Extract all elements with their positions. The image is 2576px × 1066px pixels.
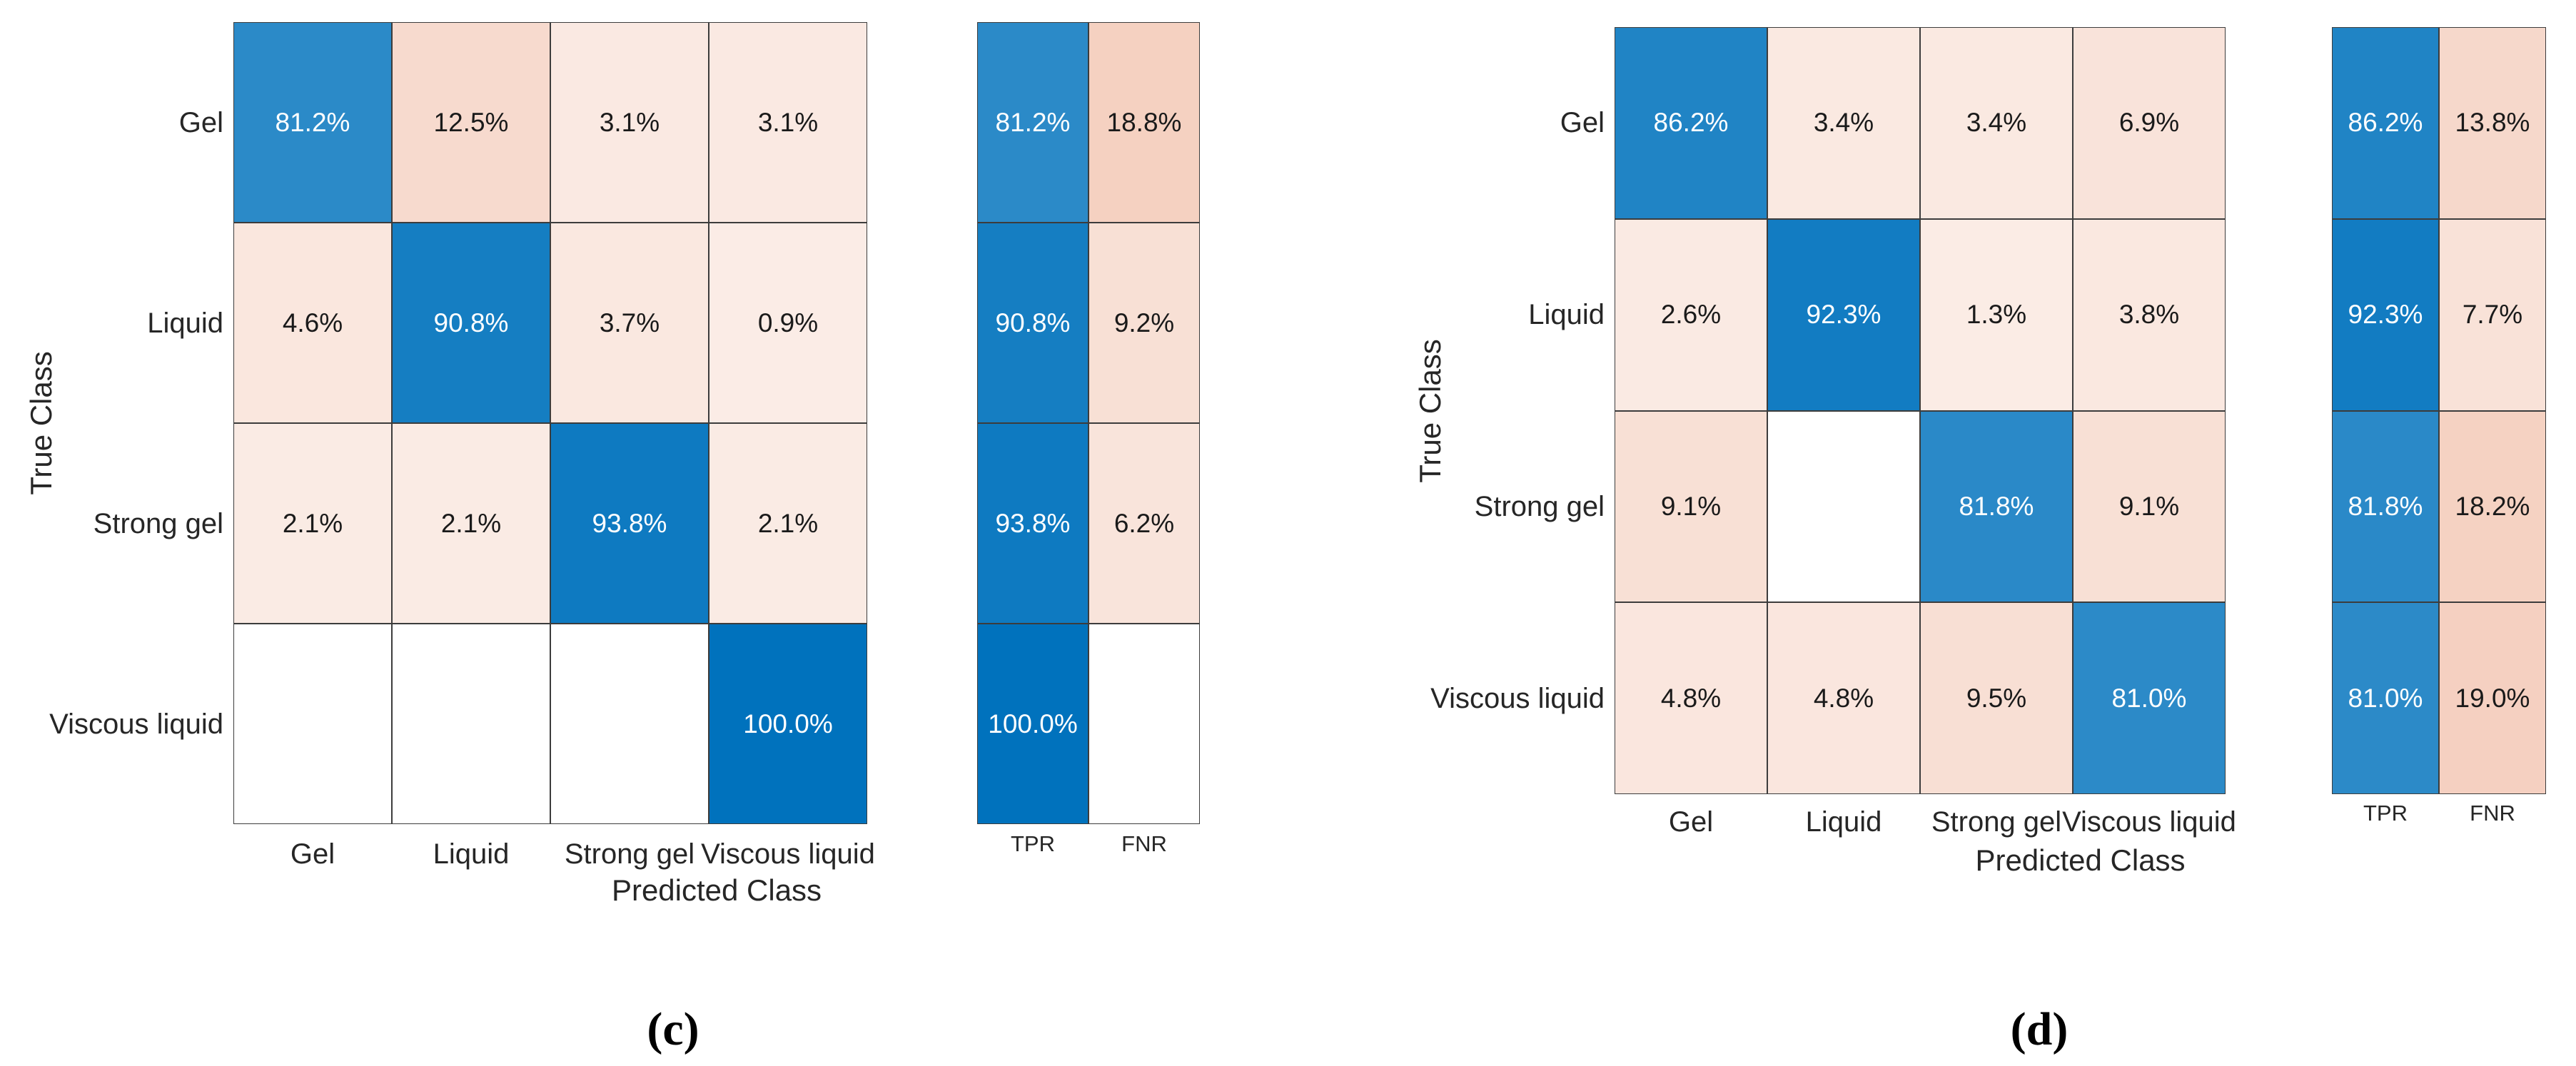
cell-c-liquid-liquid: 90.8% bbox=[392, 223, 550, 423]
cell-d-gel-fnr: 13.8% bbox=[2439, 27, 2546, 219]
row-label-d-gel: Gel bbox=[1560, 107, 1605, 139]
cell-d-liquid-fnr: 7.7% bbox=[2439, 218, 2546, 411]
cell-d-gel-liquid: 3.4% bbox=[1767, 27, 1920, 219]
cell-d-viscous-liquid-tpr: 81.0% bbox=[2332, 602, 2439, 794]
col-label-c-liquid: Liquid bbox=[433, 838, 510, 870]
cell-c-viscous-liquid-fnr bbox=[1089, 624, 1200, 824]
col-label-d-viscous-liquid: Viscous liquid bbox=[2062, 806, 2236, 838]
col-label-d-strong-gel: Strong gel bbox=[1931, 806, 2062, 838]
cell-d-strong-gel-tpr: 81.8% bbox=[2332, 410, 2439, 603]
cell-d-gel-strong-gel: 3.4% bbox=[1920, 27, 2073, 219]
cell-c-liquid-gel: 4.6% bbox=[233, 223, 392, 423]
col-label-d-gel: Gel bbox=[1668, 806, 1714, 838]
xlabel-d: Predicted Class bbox=[1975, 843, 2186, 877]
cell-c-gel-liquid: 12.5% bbox=[392, 22, 550, 223]
cell-c-strong-gel-fnr: 6.2% bbox=[1089, 423, 1200, 624]
cell-c-strong-gel-tpr: 93.8% bbox=[977, 423, 1089, 624]
cell-c-viscous-liquid-strong-gel bbox=[550, 624, 709, 824]
row-label-c-strong-gel: Strong gel bbox=[93, 507, 223, 539]
cell-d-viscous-liquid-gel: 4.8% bbox=[1615, 602, 1767, 794]
caption-c: (c) bbox=[647, 1003, 699, 1055]
xlabel-c: Predicted Class bbox=[611, 873, 822, 907]
cell-c-gel-strong-gel: 3.1% bbox=[550, 22, 709, 223]
cell-c-strong-gel-liquid: 2.1% bbox=[392, 423, 550, 624]
caption-d: (d) bbox=[2010, 1003, 2069, 1055]
cell-c-gel-tpr: 81.2% bbox=[977, 22, 1089, 223]
cell-d-viscous-liquid-liquid: 4.8% bbox=[1767, 602, 1920, 794]
sum-label-c-fnr: FNR bbox=[1121, 831, 1167, 856]
sum-label-d-fnr: FNR bbox=[2470, 801, 2515, 826]
cell-d-gel-viscous-liquid: 6.9% bbox=[2073, 27, 2226, 219]
row-label-c-gel: Gel bbox=[178, 106, 223, 138]
cell-d-strong-gel-fnr: 18.2% bbox=[2439, 410, 2546, 603]
cell-d-liquid-strong-gel: 1.3% bbox=[1920, 218, 2073, 411]
col-label-c-strong-gel: Strong gel bbox=[564, 838, 695, 870]
cell-c-gel-viscous-liquid: 3.1% bbox=[709, 22, 867, 223]
cell-c-strong-gel-strong-gel: 93.8% bbox=[550, 423, 709, 624]
cell-d-strong-gel-viscous-liquid: 9.1% bbox=[2073, 410, 2226, 603]
cell-d-liquid-tpr: 92.3% bbox=[2332, 218, 2439, 411]
row-label-d-strong-gel: Strong gel bbox=[1474, 490, 1605, 522]
cell-c-strong-gel-viscous-liquid: 2.1% bbox=[709, 423, 867, 624]
cell-d-gel-tpr: 86.2% bbox=[2332, 27, 2439, 219]
cell-c-liquid-tpr: 90.8% bbox=[977, 223, 1089, 423]
cell-c-gel-fnr: 18.8% bbox=[1089, 22, 1200, 223]
cell-c-gel-gel: 81.2% bbox=[233, 22, 392, 223]
row-label-c-viscous-liquid: Viscous liquid bbox=[49, 708, 223, 740]
cell-d-viscous-liquid-viscous-liquid: 81.0% bbox=[2073, 602, 2226, 794]
cell-d-liquid-liquid: 92.3% bbox=[1767, 218, 1920, 411]
cell-c-liquid-viscous-liquid: 0.9% bbox=[709, 223, 867, 423]
cell-c-viscous-liquid-viscous-liquid: 100.0% bbox=[709, 624, 867, 824]
ylabel-d: True Class bbox=[1413, 338, 1447, 483]
cell-c-viscous-liquid-gel bbox=[233, 624, 392, 824]
cell-d-liquid-viscous-liquid: 3.8% bbox=[2073, 218, 2226, 411]
cell-d-viscous-liquid-fnr: 19.0% bbox=[2439, 602, 2546, 794]
row-label-c-liquid: Liquid bbox=[147, 307, 223, 339]
cell-c-viscous-liquid-tpr: 100.0% bbox=[977, 624, 1089, 824]
cell-c-strong-gel-gel: 2.1% bbox=[233, 423, 392, 624]
cell-d-strong-gel-strong-gel: 81.8% bbox=[1920, 410, 2073, 603]
cell-d-viscous-liquid-strong-gel: 9.5% bbox=[1920, 602, 2073, 794]
cell-c-liquid-fnr: 9.2% bbox=[1089, 223, 1200, 423]
row-label-d-viscous-liquid: Viscous liquid bbox=[1430, 682, 1605, 714]
cell-d-gel-gel: 86.2% bbox=[1615, 27, 1767, 219]
cell-c-viscous-liquid-liquid bbox=[392, 624, 550, 824]
sum-label-c-tpr: TPR bbox=[1011, 831, 1055, 856]
cell-d-liquid-gel: 2.6% bbox=[1615, 218, 1767, 411]
col-label-c-gel: Gel bbox=[290, 838, 335, 870]
cell-c-liquid-strong-gel: 3.7% bbox=[550, 223, 709, 423]
row-label-d-liquid: Liquid bbox=[1528, 299, 1605, 331]
sum-label-d-tpr: TPR bbox=[2363, 801, 2408, 826]
cell-d-strong-gel-liquid bbox=[1767, 410, 1920, 603]
col-label-c-viscous-liquid: Viscous liquid bbox=[701, 838, 875, 870]
col-label-d-liquid: Liquid bbox=[1805, 806, 1882, 838]
cell-d-strong-gel-gel: 9.1% bbox=[1615, 410, 1767, 603]
